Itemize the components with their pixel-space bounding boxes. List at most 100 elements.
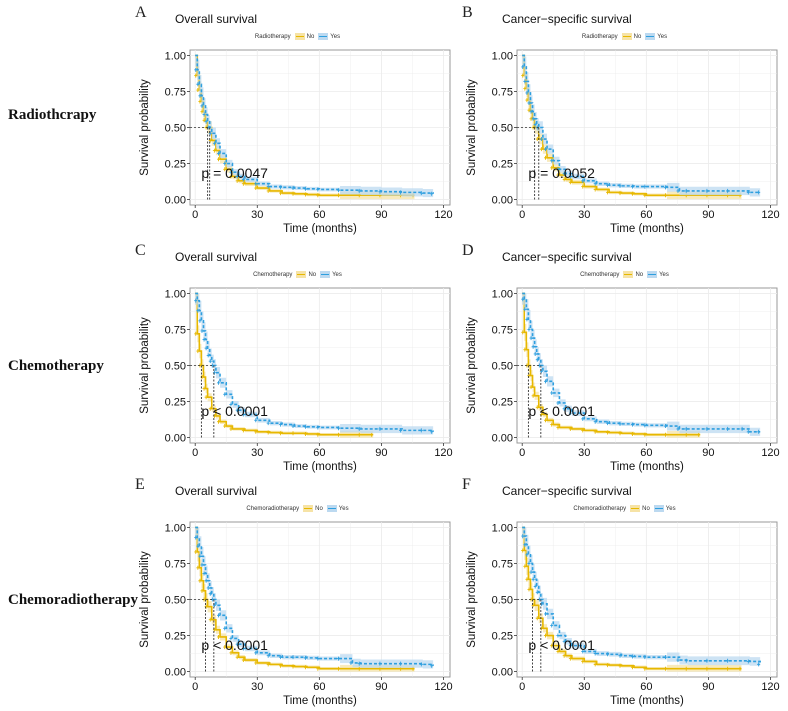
y-tick-label: 0.25 [165, 631, 186, 643]
censor-mark-yes [266, 421, 270, 426]
censor-mark-yes [357, 426, 361, 431]
censor-mark-no [254, 660, 258, 665]
legend-swatch-no [630, 505, 641, 512]
censor-mark-yes [204, 346, 208, 351]
censor-mark-no [593, 429, 597, 434]
panel-letter: F [462, 476, 471, 493]
censor-mark-no [738, 666, 742, 671]
censor-mark-no [539, 147, 543, 152]
censor-mark-yes [529, 109, 533, 114]
censor-mark-no [523, 564, 527, 569]
censor-mark-yes [266, 653, 270, 658]
censor-mark-yes [208, 131, 212, 136]
censor-mark-no [200, 588, 204, 593]
censor-mark-no [593, 187, 597, 192]
censor-mark-no [241, 181, 245, 186]
censor-mark-yes [198, 318, 202, 323]
legend-label-yes: Yes [659, 272, 669, 279]
x-tick-label: 0 [519, 681, 525, 693]
censor-mark-yes [212, 603, 216, 608]
censor-mark-yes [430, 191, 434, 196]
x-tick-label: 90 [702, 209, 714, 221]
legend-swatch-yes [326, 505, 337, 512]
censor-mark-no [194, 331, 198, 336]
censor-mark-yes [235, 408, 239, 413]
y-tick-label: 0.00 [492, 433, 513, 445]
km-plot: 0 30 60 90 120 0.00 0.25 0.50 0.75 1.00 Time (mont… [139, 521, 453, 707]
y-tick-label: 1.00 [165, 50, 186, 62]
censor-mark-no [521, 548, 525, 553]
panel-letter: B [462, 4, 473, 21]
y-tick-label: 0.00 [165, 433, 186, 445]
censor-mark-no [235, 178, 239, 183]
censor-mark-yes [550, 390, 554, 395]
censor-mark-yes [521, 297, 525, 302]
censor-mark-no [568, 180, 572, 185]
censor-mark-no [664, 666, 668, 671]
censor-mark-no [630, 191, 634, 196]
censor-mark-no [235, 655, 239, 660]
censor-mark-no [291, 431, 295, 436]
x-tick-label: 0 [192, 681, 198, 693]
censor-mark-yes [337, 426, 341, 431]
x-axis-label: Time (months) [283, 223, 357, 235]
x-tick-label: 60 [313, 447, 325, 459]
x-axis-label: Time (months) [283, 461, 357, 473]
panel-title: Overall survival [175, 484, 258, 498]
censor-mark-yes [202, 337, 206, 342]
censor-mark-yes [568, 174, 572, 179]
censor-mark-yes [254, 418, 258, 423]
censor-mark-no [664, 432, 668, 437]
x-tick-label: 60 [313, 681, 325, 693]
y-axis-label: Survival probability [139, 79, 151, 176]
km-plot: 0 30 60 90 120 0.00 0.25 0.50 0.75 1.00 Time (mont… [139, 49, 453, 235]
censor-mark-yes [535, 357, 539, 362]
censor-mark-no [527, 373, 531, 378]
survival-curve-yes [522, 54, 761, 194]
censor-mark-yes [556, 167, 560, 172]
censor-mark-yes [196, 544, 200, 549]
censor-mark-no [229, 174, 233, 179]
panel-letter: E [135, 476, 145, 493]
censor-mark-no [223, 645, 227, 650]
p-value-annotation: p < 0.0001 [528, 637, 595, 653]
y-axis-label: Survival probability [139, 317, 151, 414]
censor-mark-no [223, 424, 227, 429]
censor-mark-yes [316, 425, 320, 430]
censor-mark-no [550, 643, 554, 648]
censor-mark-yes [529, 570, 533, 575]
censor-mark-yes [606, 183, 610, 188]
censor-mark-no [531, 603, 535, 608]
censor-mark-yes [568, 411, 572, 416]
row-label-chemotherapy: Chemotherapy [8, 358, 104, 374]
censor-mark-yes [266, 184, 270, 189]
censor-mark-yes [204, 578, 208, 583]
censor-mark-no [291, 664, 295, 669]
legend-label-no: No [315, 506, 323, 513]
censor-mark-no [241, 428, 245, 433]
km-panel-e: E Overall survival Chemoradiotherapy No Yes 0… [135, 476, 460, 711]
censor-mark-yes [223, 626, 227, 631]
x-tick-label: 120 [761, 681, 779, 693]
survival-curve-yes [522, 292, 761, 433]
x-tick-label: 90 [375, 447, 387, 459]
censor-mark-yes [523, 79, 527, 84]
legend-swatch-no [623, 271, 634, 278]
censor-mark-yes [198, 554, 202, 559]
y-tick-label: 0.00 [165, 667, 186, 679]
x-tick-label: 120 [434, 681, 452, 693]
y-tick-label: 0.50 [165, 123, 186, 135]
censor-mark-yes [357, 188, 361, 193]
x-tick-label: 120 [761, 447, 779, 459]
censor-mark-yes [544, 379, 548, 384]
censor-mark-no [581, 428, 585, 433]
censor-mark-no [535, 616, 539, 621]
y-axis-label: Survival probability [466, 551, 478, 648]
censor-mark-no [357, 432, 361, 437]
censor-mark-yes [630, 654, 634, 659]
censor-mark-yes [606, 652, 610, 657]
legend-swatch-no [621, 33, 632, 40]
y-tick-label: 1.00 [165, 522, 186, 534]
censor-mark-yes [223, 161, 227, 166]
censor-mark-yes [643, 184, 647, 189]
